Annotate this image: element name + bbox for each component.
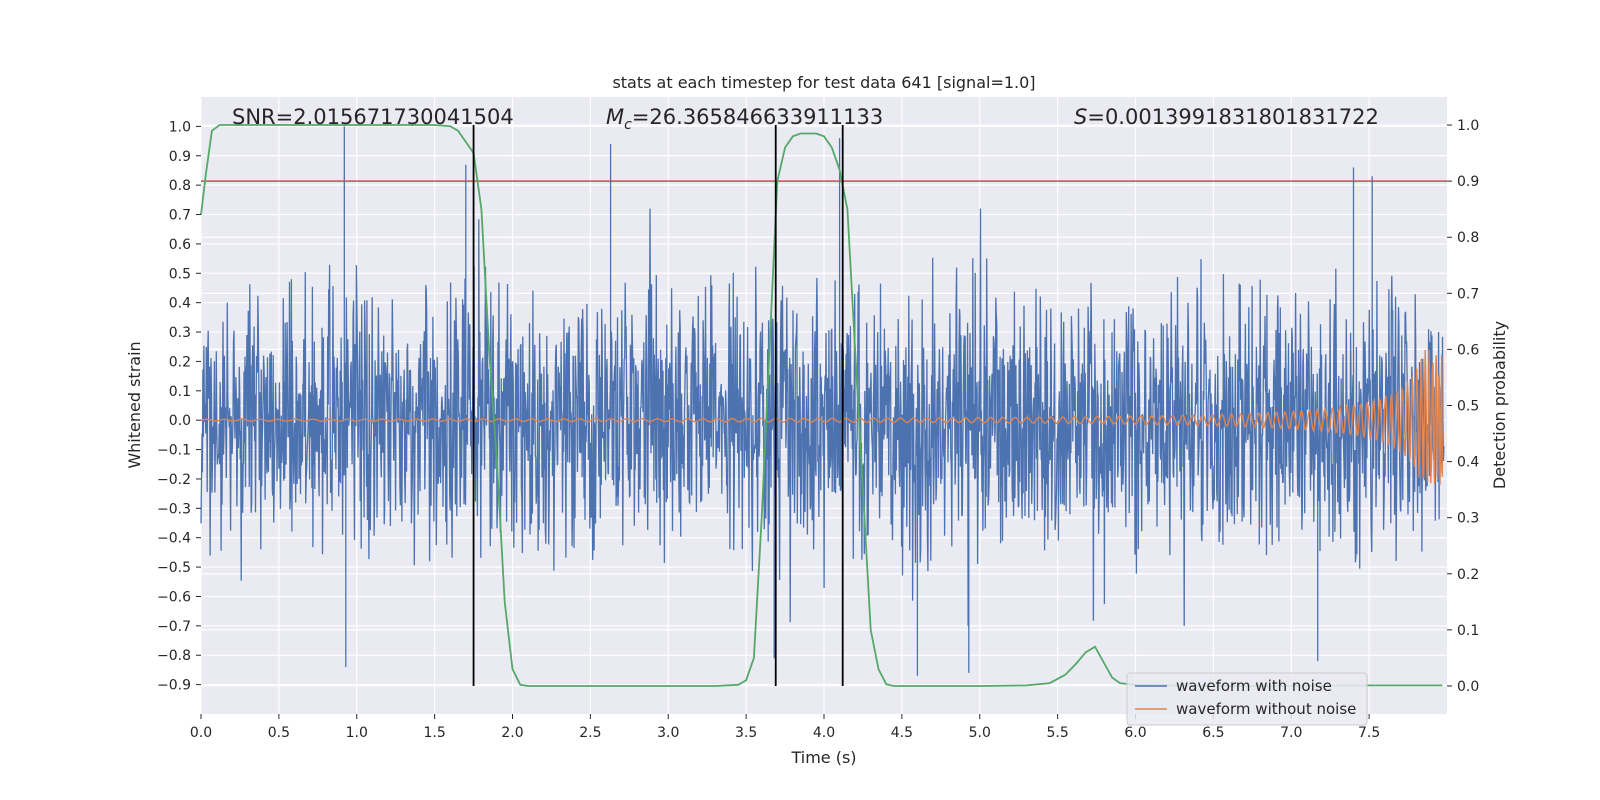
x-tick-label: 4.0 — [813, 725, 835, 741]
x-tick-label: 3.5 — [735, 725, 757, 741]
right-y-axis-label: Detection probability — [1490, 321, 1509, 489]
right-y-tick-label: 0.5 — [1457, 399, 1479, 415]
left-y-tick-label: 0.6 — [169, 237, 191, 253]
left-y-tick-label: 0.2 — [169, 354, 191, 370]
legend-label-noise: waveform with noise — [1176, 677, 1332, 695]
chirp-mass-symbol: M — [606, 105, 624, 129]
left-y-tick-label: 0.9 — [169, 149, 191, 165]
left-y-tick-label: −0.3 — [157, 501, 191, 517]
series-detection-probability — [200, 124, 1443, 687]
x-tick-label: 5.5 — [1046, 725, 1068, 741]
right-y-tick-label: 0.9 — [1457, 174, 1479, 190]
x-tick-label: 0.5 — [268, 725, 290, 741]
right-y-tick-label: 0.7 — [1457, 286, 1479, 302]
left-y-axis-label: Whitened strain — [125, 341, 144, 468]
x-tick-label: 3.0 — [657, 725, 679, 741]
chirp-mass-value: =26.365846633911133 — [632, 105, 883, 129]
x-tick-label: 1.0 — [346, 725, 368, 741]
left-y-tick-label: 0.0 — [169, 413, 191, 429]
left-y-tick-label: 0.4 — [169, 296, 191, 312]
x-tick-label: 0.0 — [190, 725, 212, 741]
x-tick-label: 7.5 — [1358, 725, 1380, 741]
right-y-tick-label: 0.2 — [1457, 567, 1479, 583]
right-y-tick-label: 0.8 — [1457, 230, 1479, 246]
x-tick-label: 2.0 — [501, 725, 523, 741]
snr-annotation: SNR=2.015671730041504 — [232, 105, 514, 129]
s-symbol: S — [1074, 105, 1087, 129]
left-y-tick-label: 0.1 — [169, 384, 191, 400]
left-y-axis-ticks: −0.9 −0.8 −0.7 −0.6 −0.5 −0.4 −0.3 −0.2 −0.1 0.0 0… — [157, 119, 201, 694]
left-y-tick-label: 0.3 — [169, 325, 191, 341]
chirp-mass-subscript: c — [624, 117, 632, 133]
left-y-tick-label: −0.9 — [157, 678, 191, 694]
left-y-tick-label: −0.2 — [157, 472, 191, 488]
series-waveform-with-noise — [200, 126, 1445, 676]
left-y-tick-label: −0.6 — [157, 589, 191, 605]
x-tick-label: 2.5 — [579, 725, 601, 741]
series-waveform-without-noise — [200, 349, 1443, 485]
right-y-axis-ticks: 0.0 0.1 0.2 0.3 0.4 0.5 0.6 0.7 0.8 0.9 1.0 — [1447, 118, 1479, 695]
x-tick-label: 6.5 — [1202, 725, 1224, 741]
x-tick-label: 6.0 — [1124, 725, 1146, 741]
right-y-tick-label: 1.0 — [1457, 118, 1479, 134]
chirp-mass-annotation: Mc=26.365846633911133 — [606, 105, 883, 133]
left-y-tick-label: −0.7 — [157, 619, 191, 635]
s-value: =0.0013991831801831722 — [1087, 105, 1379, 129]
left-y-tick-label: 0.5 — [169, 266, 191, 282]
left-y-tick-label: −0.5 — [157, 560, 191, 576]
x-axis-ticks: 0.0 0.5 1.0 1.5 2.0 2.5 3.0 3.5 4.0 4.5 5.0 5.5 6.0 6… — [190, 714, 1380, 741]
left-y-tick-label: 0.7 — [169, 208, 191, 224]
x-axis-label: Time (s) — [790, 748, 856, 767]
right-y-tick-label: 0.6 — [1457, 342, 1479, 358]
clean-waveform-path — [200, 349, 1443, 485]
x-tick-label: 4.5 — [891, 725, 913, 741]
right-y-tick-label: 0.3 — [1457, 511, 1479, 527]
left-y-tick-label: 0.8 — [169, 178, 191, 194]
legend-box — [1126, 672, 1368, 726]
x-tick-label: 7.0 — [1280, 725, 1302, 741]
chart-title: stats at each timestep for test data 641… — [612, 73, 1035, 92]
left-y-tick-label: 1.0 — [169, 119, 191, 135]
legend: waveform with noise waveform without noi… — [1126, 672, 1368, 726]
noisy-waveform-path — [200, 126, 1445, 676]
right-y-tick-label: 0.4 — [1457, 455, 1479, 471]
right-y-tick-label: 0.1 — [1457, 623, 1479, 639]
x-tick-label: 1.5 — [423, 725, 445, 741]
x-tick-label: 5.0 — [969, 725, 991, 741]
detection-boundary-lines — [472, 125, 844, 686]
legend-label-clean: waveform without noise — [1176, 700, 1356, 718]
left-y-tick-label: −0.1 — [157, 443, 191, 459]
right-y-tick-label: 0.0 — [1457, 679, 1479, 695]
left-y-tick-label: −0.4 — [157, 531, 191, 547]
s-annotation: S=0.0013991831801831722 — [1074, 105, 1379, 129]
left-y-tick-label: −0.8 — [157, 648, 191, 664]
